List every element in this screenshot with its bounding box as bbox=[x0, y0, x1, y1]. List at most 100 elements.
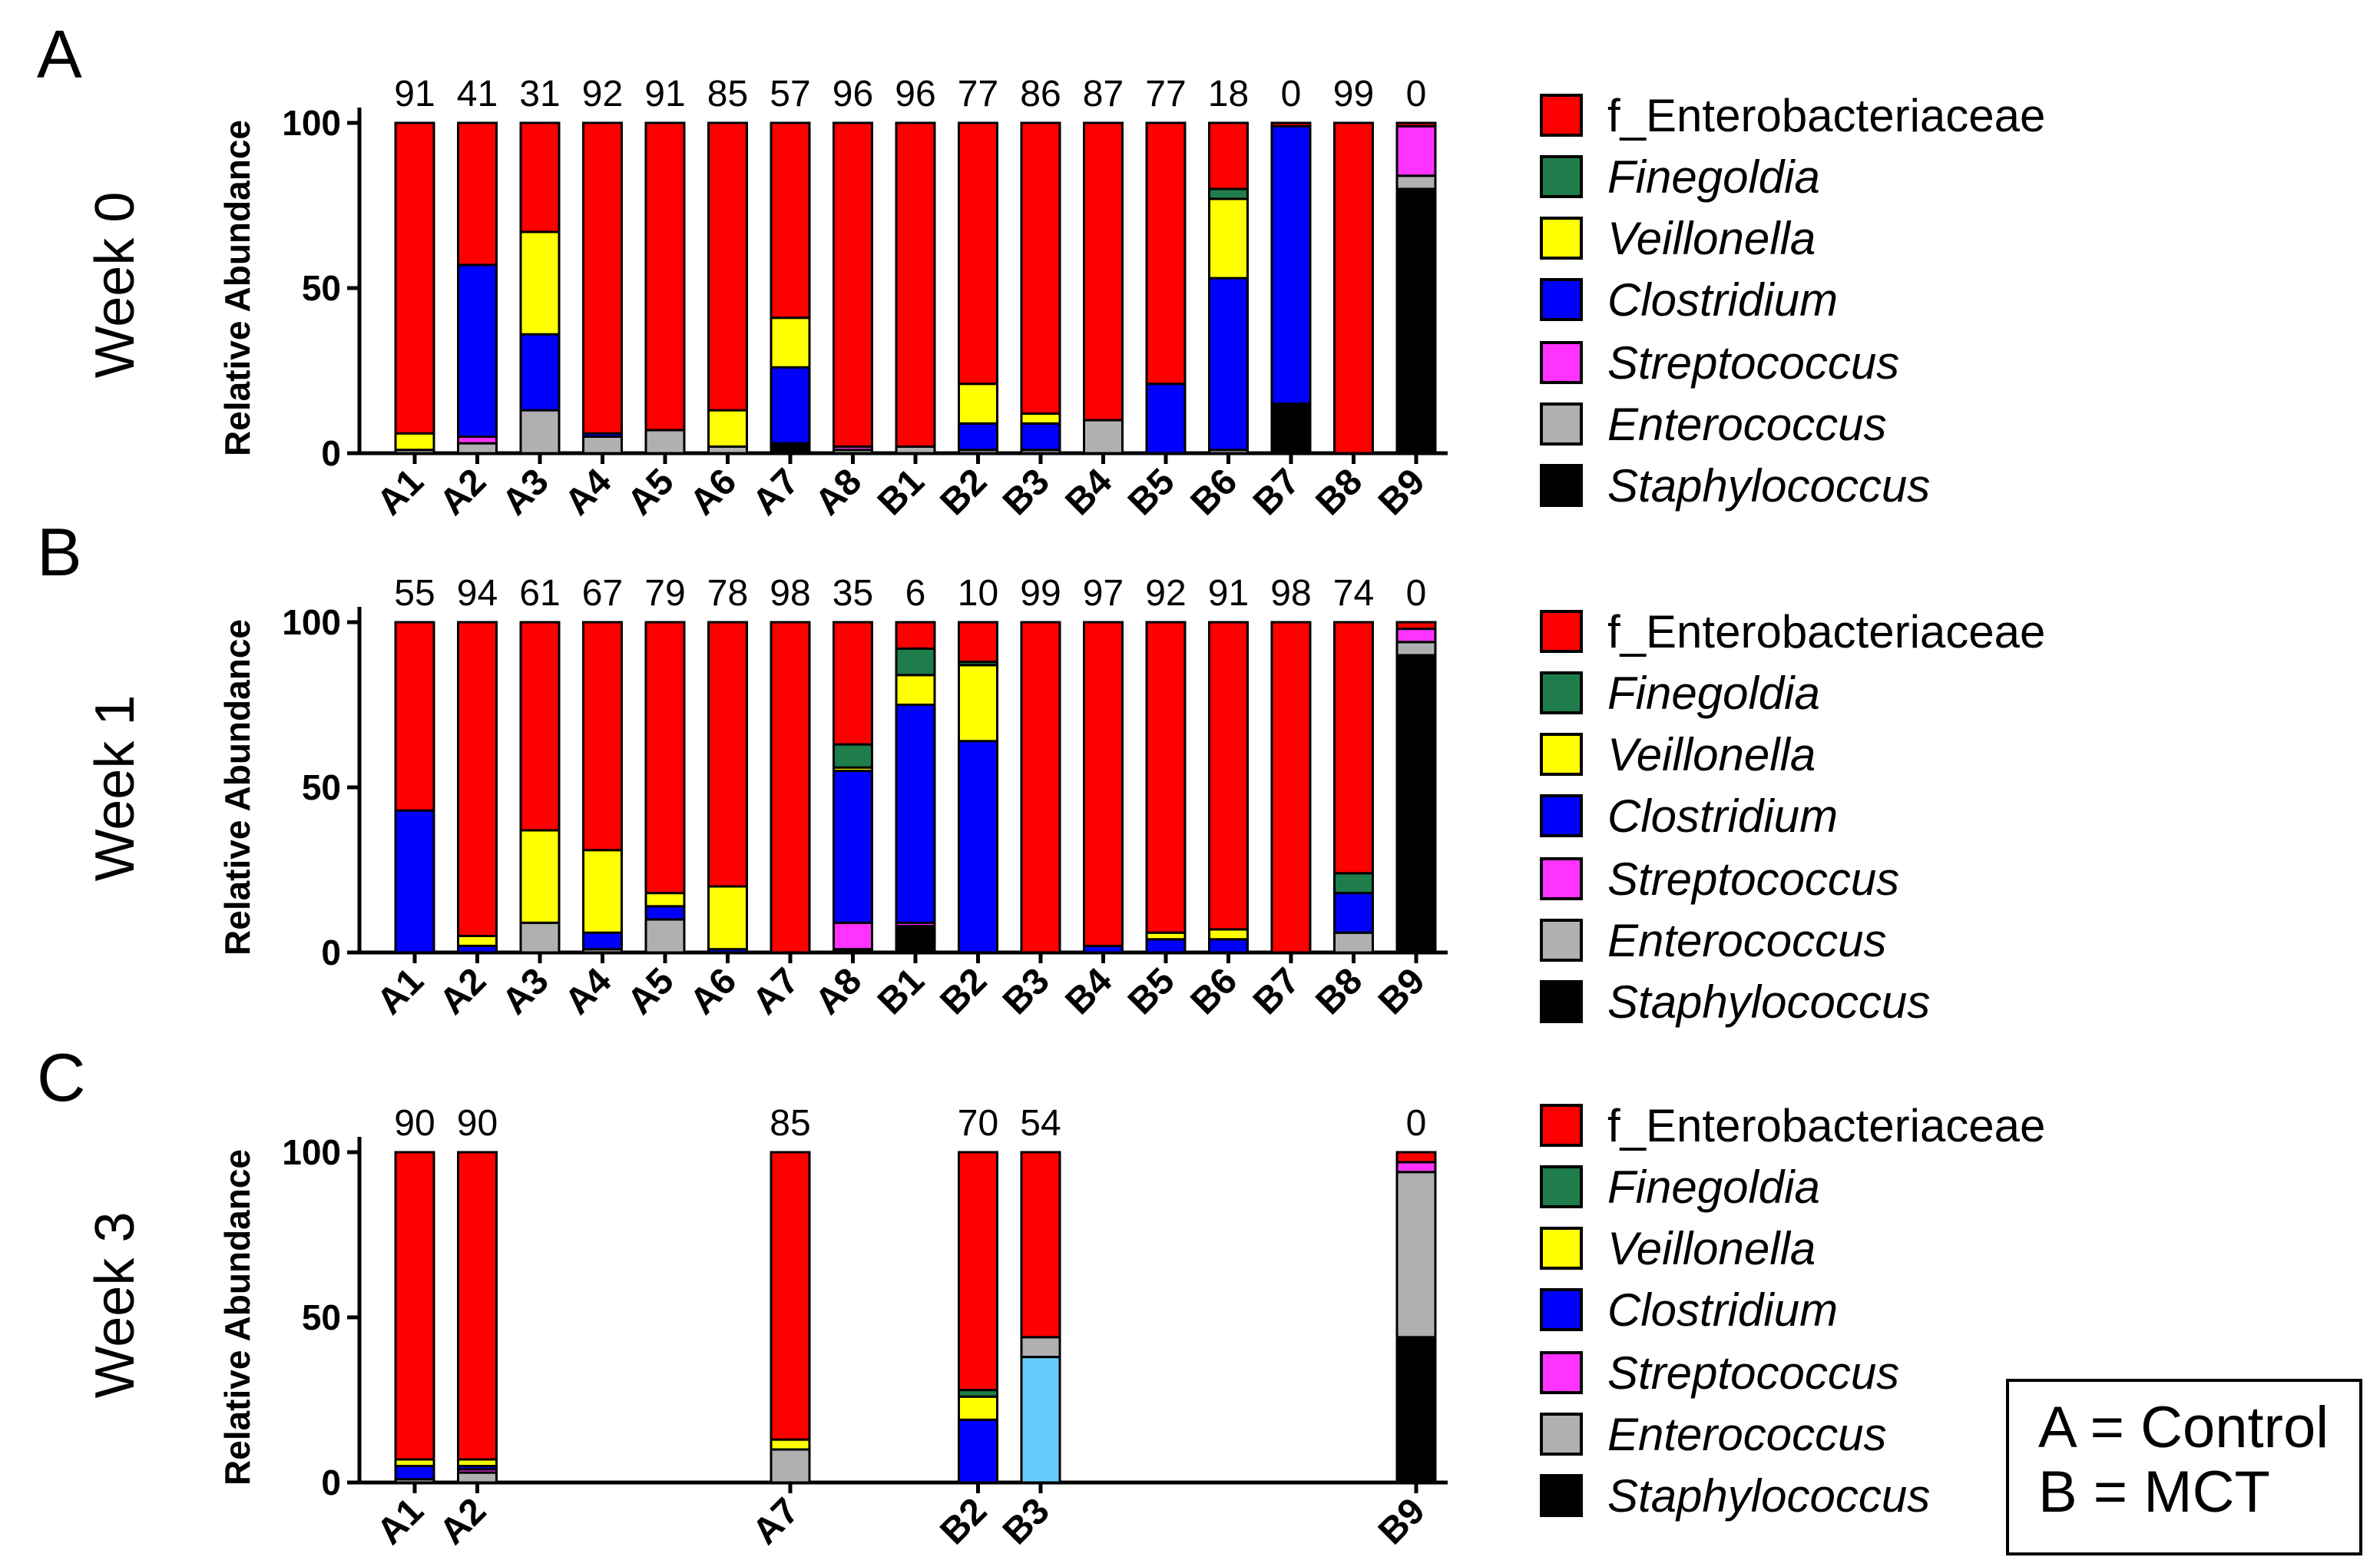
bar-segment bbox=[582, 849, 623, 934]
bar-segment bbox=[1020, 121, 1061, 415]
bar-segment bbox=[958, 664, 998, 743]
bar-segment bbox=[958, 1418, 998, 1484]
x-tick-label: A2 bbox=[432, 960, 494, 1022]
y-axis-label: Relative Abundance bbox=[217, 619, 257, 956]
bar-segment bbox=[770, 1151, 811, 1441]
legend-swatch bbox=[1540, 403, 1583, 446]
bar-segment bbox=[1020, 422, 1061, 452]
bar-segment bbox=[1395, 1171, 1437, 1339]
y-tick-label: 100 bbox=[282, 103, 341, 143]
legend-label: Streptococcus bbox=[1607, 336, 1900, 389]
bar-top-label: 70 bbox=[958, 1103, 998, 1144]
bar-segment bbox=[1145, 383, 1187, 455]
bar-top-label: 85 bbox=[707, 74, 748, 114]
bar-segment bbox=[958, 621, 998, 664]
legend-swatch bbox=[1540, 1227, 1583, 1270]
bar-segment bbox=[1270, 621, 1312, 954]
bar-segment bbox=[958, 740, 998, 954]
bar-segment bbox=[1020, 412, 1061, 425]
x-tick-label: B1 bbox=[870, 960, 932, 1022]
legend-label: Streptococcus bbox=[1607, 853, 1900, 905]
bar-top-label: 79 bbox=[644, 573, 685, 614]
bar-segment bbox=[707, 885, 748, 951]
x-tick-label: B3 bbox=[995, 960, 1058, 1022]
bar-segment bbox=[519, 121, 561, 234]
bar-top-label: 57 bbox=[770, 74, 810, 114]
bar-segment bbox=[394, 432, 435, 452]
bar-segment bbox=[1395, 187, 1437, 455]
x-tick-label: A1 bbox=[369, 960, 432, 1022]
bar-segment bbox=[895, 647, 936, 677]
legend-swatch bbox=[1540, 1474, 1583, 1517]
bar-top-label: 55 bbox=[394, 573, 435, 614]
bar-segment bbox=[457, 935, 498, 947]
bar-segment bbox=[1208, 621, 1249, 931]
legend-swatch bbox=[1540, 1104, 1583, 1147]
legend-label: Clostridium bbox=[1607, 790, 1839, 842]
bar-segment bbox=[582, 621, 623, 852]
bar-segment bbox=[582, 436, 623, 455]
bar-segment bbox=[644, 121, 686, 432]
bar-top-label: 41 bbox=[457, 74, 498, 114]
x-tick-label: A7 bbox=[745, 960, 807, 1022]
bar-segment bbox=[895, 621, 936, 650]
bar-segment bbox=[833, 921, 873, 951]
bar-segment bbox=[958, 422, 998, 452]
bar-segment bbox=[582, 121, 623, 435]
legend-swatch bbox=[1540, 217, 1583, 260]
bar-segment bbox=[770, 1438, 811, 1451]
legend-label: Veillonella bbox=[1607, 212, 1816, 264]
bar-segment bbox=[770, 316, 811, 369]
legend-swatch bbox=[1540, 464, 1583, 507]
bar-top-label: 99 bbox=[1333, 74, 1374, 114]
bar-segment bbox=[457, 1471, 498, 1484]
legend-swatch bbox=[1540, 1288, 1583, 1331]
bar-segment bbox=[394, 1465, 435, 1481]
bar-segment bbox=[1208, 197, 1249, 280]
panel-letter-b: B bbox=[37, 514, 82, 590]
x-tick-label: B2 bbox=[932, 1490, 995, 1552]
bar-segment bbox=[1333, 892, 1374, 934]
bar-segment bbox=[833, 621, 873, 746]
bar-segment bbox=[833, 743, 873, 769]
bar-top-label: 92 bbox=[582, 74, 623, 114]
legend-swatch bbox=[1540, 94, 1583, 137]
legend-label: Enterococcus bbox=[1607, 398, 1887, 450]
legend-item: Staphylococcus bbox=[1540, 975, 1930, 1029]
legend-label: Finegoldia bbox=[1607, 667, 1820, 719]
bar-segment bbox=[1333, 872, 1374, 895]
legend-label: Clostridium bbox=[1607, 273, 1839, 326]
bar-segment bbox=[1333, 121, 1374, 455]
bar-segment bbox=[519, 921, 561, 954]
bar-segment bbox=[1395, 654, 1437, 954]
bar-top-label: 18 bbox=[1208, 74, 1249, 114]
bar-top-label: 96 bbox=[895, 74, 935, 114]
x-tick-label: A7 bbox=[745, 1490, 807, 1552]
legend-item: Clostridium bbox=[1540, 1283, 1838, 1337]
bar-segment bbox=[1395, 174, 1437, 190]
bar-top-label: 54 bbox=[1020, 1103, 1061, 1144]
legend-item: Veillonella bbox=[1540, 1221, 1816, 1275]
bar-segment bbox=[1208, 121, 1249, 190]
bar-segment bbox=[770, 121, 811, 320]
bar-segment bbox=[1020, 1151, 1061, 1339]
bar-segment bbox=[394, 121, 435, 435]
bar-segment bbox=[707, 121, 748, 412]
legend-item: Finegoldia bbox=[1540, 666, 1820, 720]
bar-top-label: 96 bbox=[833, 74, 873, 114]
bar-segment bbox=[895, 121, 936, 448]
bar-segment bbox=[644, 892, 686, 908]
bar-segment bbox=[707, 621, 748, 888]
x-tick-label: B5 bbox=[1120, 960, 1183, 1022]
legend-swatch bbox=[1540, 733, 1583, 776]
y-tick-label: 0 bbox=[321, 1463, 341, 1502]
panel-letter-c: C bbox=[37, 1039, 86, 1115]
legend-swatch bbox=[1540, 980, 1583, 1023]
bar-segment bbox=[958, 1151, 998, 1392]
key-control: A = Control bbox=[2038, 1395, 2329, 1460]
bar-segment bbox=[1020, 1356, 1061, 1484]
legend-label: Staphylococcus bbox=[1607, 1469, 1931, 1522]
bar-top-label: 0 bbox=[1406, 573, 1427, 614]
x-tick-label: B3 bbox=[995, 1490, 1058, 1552]
bar-segment bbox=[1208, 277, 1249, 452]
